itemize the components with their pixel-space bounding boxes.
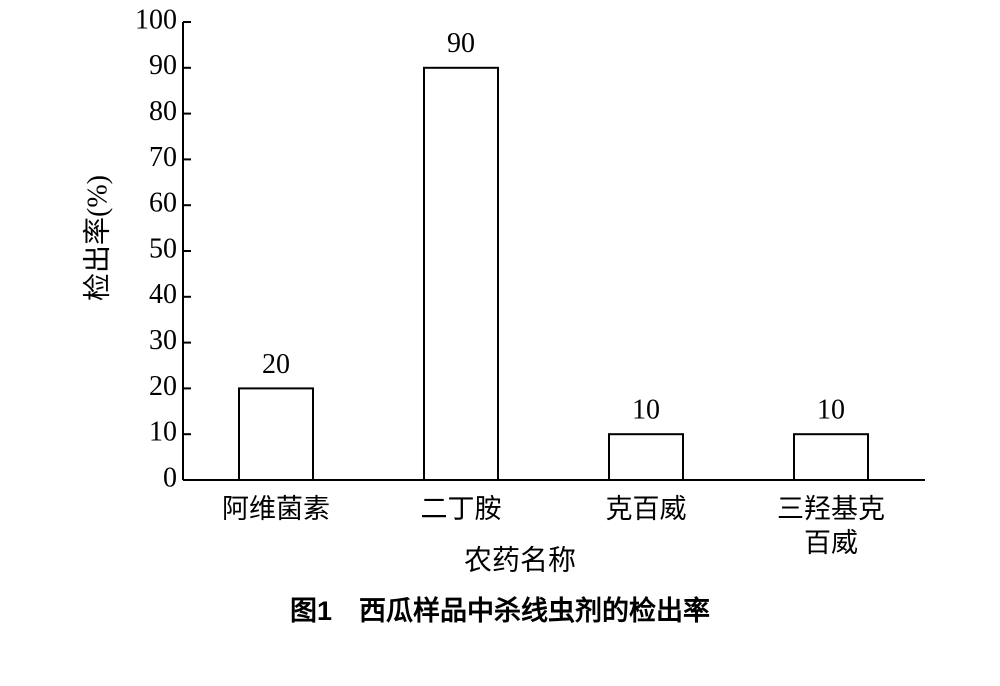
y-axis-title: 检出率(%)	[81, 175, 113, 301]
y-tick-label: 30	[149, 325, 177, 356]
y-tick-label: 0	[163, 462, 177, 493]
x-tick-label: 阿维菌素	[222, 494, 330, 524]
x-axis-title: 农药名称	[464, 544, 576, 576]
x-tick-label: 克百威	[605, 494, 687, 524]
y-tick-label: 60	[149, 188, 177, 219]
chart-title: 图1 西瓜样品中杀线虫剂的检出率	[290, 595, 710, 626]
bar	[793, 433, 869, 482]
data-label: 90	[447, 28, 475, 59]
x-tick-label: 三羟基克百威	[777, 494, 885, 558]
y-tick-label: 100	[135, 4, 177, 35]
data-label: 20	[262, 349, 290, 380]
bar	[608, 433, 684, 482]
data-label: 10	[632, 395, 660, 426]
y-tick-label: 50	[149, 233, 177, 264]
y-tick-label: 70	[149, 142, 177, 173]
data-label: 10	[817, 395, 845, 426]
bar	[423, 66, 499, 482]
y-tick-label: 40	[149, 279, 177, 310]
y-tick-label: 80	[149, 96, 177, 127]
y-tick-label: 10	[149, 417, 177, 448]
y-tick-label: 90	[149, 50, 177, 81]
bar	[238, 387, 314, 481]
x-tick-label: 二丁胺	[420, 494, 502, 524]
y-tick-label: 20	[149, 371, 177, 402]
